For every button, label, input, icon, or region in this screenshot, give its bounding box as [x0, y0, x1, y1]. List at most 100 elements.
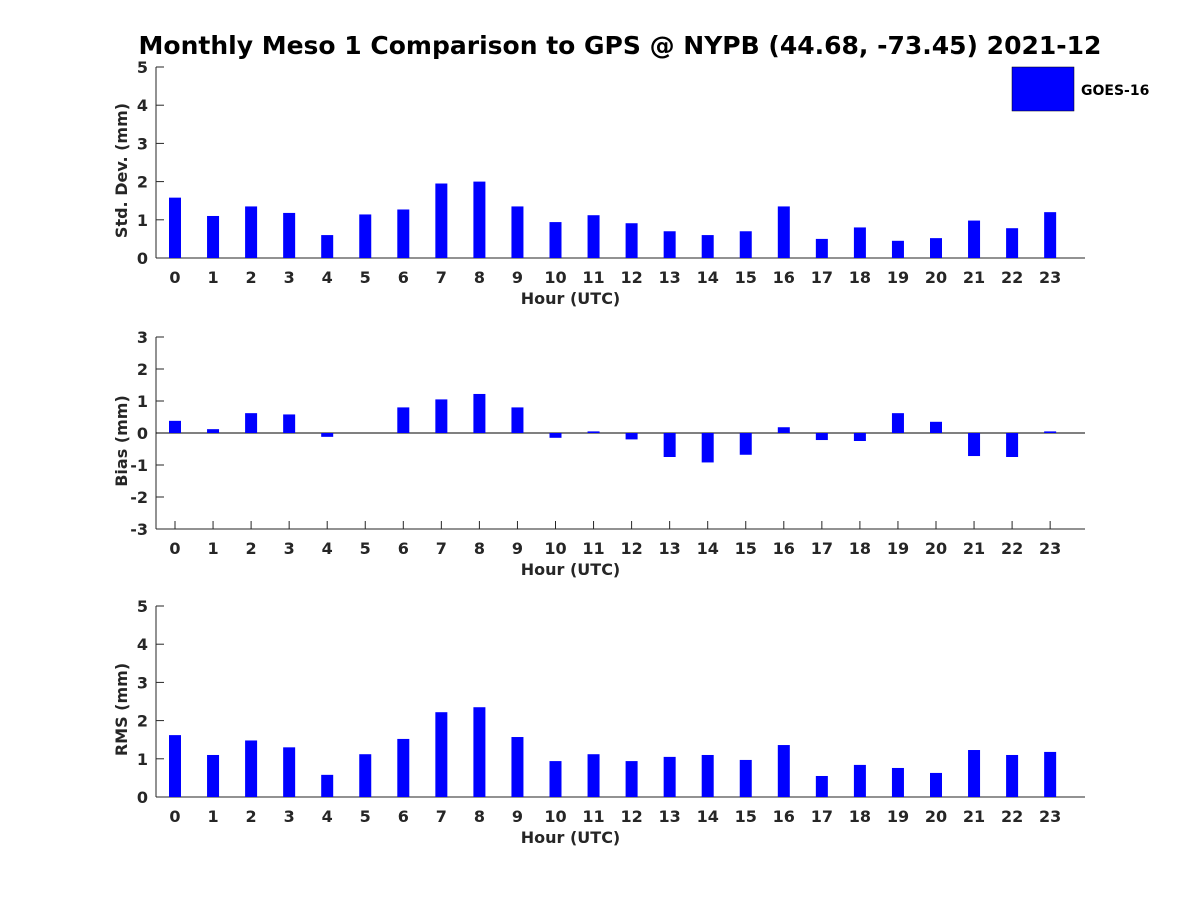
- y-tick-label: 3: [137, 134, 148, 153]
- bar: [625, 761, 638, 797]
- x-tick-label: 16: [773, 807, 795, 826]
- bar: [968, 750, 981, 797]
- x-tick-label: 10: [544, 268, 566, 287]
- bar: [1044, 212, 1057, 258]
- bar: [891, 413, 904, 433]
- x-tick-label: 15: [735, 268, 757, 287]
- x-axis-label: Hour (UTC): [521, 828, 621, 847]
- bar: [473, 707, 486, 797]
- x-tick-label: 15: [735, 807, 757, 826]
- bar: [587, 754, 600, 797]
- x-tick-label: 12: [620, 807, 642, 826]
- x-tick-label: 5: [360, 539, 371, 558]
- x-tick-label: 5: [360, 268, 371, 287]
- bar: [549, 433, 562, 438]
- x-tick-label: 6: [398, 807, 409, 826]
- x-tick-label: 7: [436, 807, 447, 826]
- bar: [169, 420, 181, 433]
- x-tick-label: 8: [474, 539, 485, 558]
- bar: [473, 393, 486, 433]
- bar: [245, 740, 258, 797]
- x-tick-label: 6: [398, 268, 409, 287]
- x-tick-label: 13: [659, 539, 681, 558]
- x-tick-label: 16: [773, 268, 795, 287]
- x-tick-label: 23: [1039, 268, 1061, 287]
- bar: [625, 433, 638, 440]
- x-tick-label: 18: [849, 268, 871, 287]
- x-tick-label: 22: [1001, 268, 1023, 287]
- x-tick-label: 19: [887, 539, 909, 558]
- y-tick-label: 5: [137, 58, 148, 77]
- x-tick-label: 13: [659, 807, 681, 826]
- y-tick-label: -3: [130, 520, 148, 539]
- y-tick-label: 0: [137, 788, 148, 807]
- bar: [169, 735, 181, 797]
- bar: [169, 197, 181, 258]
- x-tick-label: 8: [474, 807, 485, 826]
- x-tick-label: 4: [322, 539, 333, 558]
- x-tick-label: 22: [1001, 539, 1023, 558]
- y-tick-label: 2: [137, 360, 148, 379]
- bar: [321, 235, 334, 258]
- x-tick-label: 21: [963, 539, 985, 558]
- bar: [473, 181, 486, 258]
- x-tick-label: 8: [474, 268, 485, 287]
- x-tick-label: 17: [811, 807, 833, 826]
- x-tick-label: 0: [169, 807, 180, 826]
- x-tick-label: 1: [207, 807, 218, 826]
- x-tick-label: 17: [811, 539, 833, 558]
- x-tick-label: 20: [925, 807, 947, 826]
- x-tick-label: 3: [284, 807, 295, 826]
- y-tick-label: 0: [137, 249, 148, 268]
- y-tick-label: 1: [137, 211, 148, 230]
- x-tick-label: 20: [925, 539, 947, 558]
- bar: [1044, 751, 1057, 797]
- bar: [701, 754, 714, 797]
- x-tick-label: 9: [512, 807, 523, 826]
- x-tick-label: 4: [322, 807, 333, 826]
- bar: [511, 407, 524, 433]
- bar: [1006, 433, 1019, 457]
- x-tick-label: 14: [697, 268, 719, 287]
- x-tick-label: 19: [887, 268, 909, 287]
- bar: [1006, 228, 1019, 258]
- x-tick-label: 18: [849, 807, 871, 826]
- x-tick-label: 7: [436, 539, 447, 558]
- bar: [701, 433, 714, 463]
- x-tick-label: 0: [169, 539, 180, 558]
- chart-title: Monthly Meso 1 Comparison to GPS @ NYPB …: [139, 31, 1102, 60]
- bar: [739, 433, 752, 455]
- y-tick-label: 2: [137, 712, 148, 731]
- y-tick-label: 0: [137, 424, 148, 443]
- bar: [815, 775, 828, 797]
- bar: [207, 754, 220, 797]
- bar: [663, 433, 676, 457]
- bar: [359, 214, 372, 258]
- bar: [739, 231, 752, 258]
- bar: [549, 761, 562, 797]
- y-tick-label: 3: [137, 328, 148, 347]
- x-tick-label: 3: [284, 539, 295, 558]
- bar: [701, 235, 714, 258]
- x-tick-label: 14: [697, 807, 719, 826]
- bar: [777, 745, 790, 797]
- x-tick-label: 10: [544, 807, 566, 826]
- bar: [891, 240, 904, 258]
- x-tick-label: 16: [773, 539, 795, 558]
- x-tick-label: 21: [963, 807, 985, 826]
- y-tick-label: 1: [137, 750, 148, 769]
- y-tick-label: -1: [130, 456, 148, 475]
- y-axis-label: Std. Dev. (mm): [112, 103, 131, 238]
- y-tick-label: 4: [137, 635, 148, 654]
- bar: [968, 433, 981, 457]
- x-tick-label: 11: [582, 268, 604, 287]
- x-axis-label: Hour (UTC): [521, 289, 621, 308]
- bar: [930, 772, 942, 797]
- x-tick-label: 20: [925, 268, 947, 287]
- bar: [511, 206, 524, 258]
- x-tick-label: 13: [659, 268, 681, 287]
